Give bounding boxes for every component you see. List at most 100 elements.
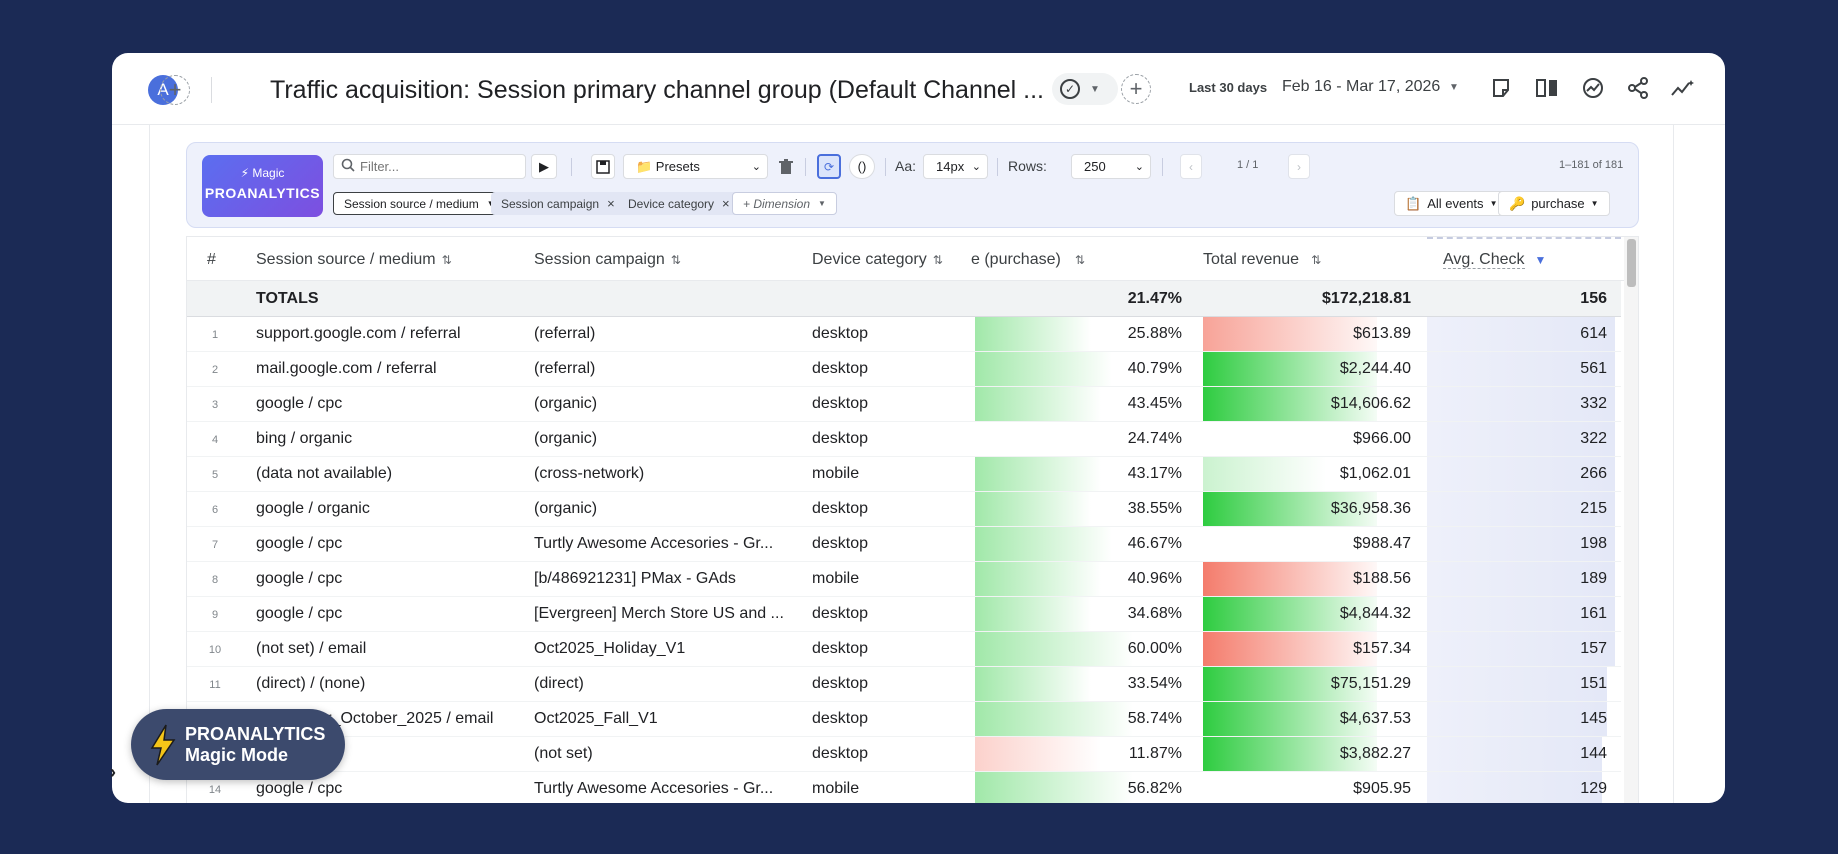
purchase-event-dropdown[interactable]: 🔑 purchase ▼: [1498, 191, 1610, 216]
remove-icon[interactable]: ×: [607, 196, 615, 211]
revenue-heat-bar: [1203, 737, 1378, 771]
date-caret-icon[interactable]: ▼: [1449, 82, 1459, 93]
badge-mode: Magic Mode: [185, 744, 289, 765]
trend-sparkle-icon[interactable]: [1668, 73, 1698, 103]
conversion-rate-heat-bar: [975, 702, 1133, 736]
sort-icon[interactable]: ⇅: [1074, 253, 1085, 267]
sort-icon[interactable]: ⇅: [932, 253, 943, 267]
column-header-avg-check[interactable]: Avg. Check ▼: [1443, 251, 1546, 269]
sort-icon[interactable]: ⇅: [441, 253, 452, 267]
avg-check-bar: [1427, 772, 1602, 803]
badge-brand: PROANALYTICS: [185, 723, 326, 744]
vertical-scrollbar[interactable]: [1624, 237, 1638, 803]
row-number: 4: [211, 434, 219, 446]
row-count: 1–181 of 181: [1559, 159, 1624, 171]
scrollbar-thumb[interactable]: [1627, 239, 1636, 287]
cell-conversion-rate: 58.74%: [1127, 710, 1182, 727]
row-number: 11: [209, 679, 221, 691]
share-icon[interactable]: [1623, 73, 1653, 103]
table-row[interactable]: 9 google / cpc [Evergreen] Merch Store US …: [187, 597, 1621, 632]
table-row[interactable]: 10 (not set) / email Oct2025_Holiday_V1 des…: [187, 632, 1621, 667]
cell-conversion-rate: 38.55%: [1127, 500, 1182, 517]
row-number: 8: [211, 574, 219, 586]
table-row[interactable]: 1 support.google.com / referral (referral)…: [187, 317, 1621, 352]
cell-campaign: (organic): [534, 395, 598, 412]
refresh-button[interactable]: ⟳: [817, 154, 841, 179]
run-filter-button[interactable]: ▶: [531, 154, 557, 179]
remove-icon[interactable]: ×: [722, 196, 730, 211]
compare-columns-icon[interactable]: [1532, 73, 1562, 103]
rows-select[interactable]: 250 ⌄: [1071, 154, 1151, 179]
table-row[interactable]: 5 (data not available) (cross-network) mobi…: [187, 457, 1621, 492]
column-header-campaign[interactable]: Session campaign ⇅: [534, 251, 681, 269]
font-size-select[interactable]: 14px ⌄: [923, 154, 988, 179]
table-row[interactable]: 14 google / cpc Turtly Awesome Accesories …: [187, 772, 1621, 803]
cell-device: desktop: [812, 745, 869, 762]
sort-desc-icon[interactable]: ▼: [1534, 253, 1547, 267]
cell-conversion-rate: 40.96%: [1127, 570, 1182, 587]
dimension-chip-device[interactable]: Device category ×: [618, 192, 740, 215]
filter-input[interactable]: [333, 154, 526, 179]
row-number: 2: [211, 364, 219, 376]
row-number: 10: [208, 644, 222, 656]
magic-proanalytics-button[interactable]: ⚡ Magic PROANALYTICS: [202, 155, 323, 217]
column-header-device[interactable]: Device category ⇅: [812, 251, 943, 269]
avg-check-bar: [1427, 597, 1616, 631]
add-comparison-button[interactable]: +: [160, 75, 190, 105]
table-row[interactable]: 4 bing / organic (organic) desktop 24.74% $96…: [187, 422, 1621, 457]
conversion-rate-heat-bar: [975, 317, 1091, 351]
cell-total-revenue: $1,062.01: [1339, 465, 1411, 482]
table-row[interactable]: 6 google / organic (organic) desktop 38.55% $…: [187, 492, 1621, 527]
row-number: 3: [211, 399, 219, 411]
chevron-down-icon: ⌄: [751, 161, 761, 173]
status-dropdown[interactable]: ✓ ▼: [1052, 73, 1118, 105]
revenue-heat-bar: [1203, 317, 1378, 351]
purchase-label: purchase: [1531, 196, 1585, 211]
cell-device: desktop: [812, 430, 869, 447]
cell-conversion-rate: 46.67%: [1127, 535, 1182, 552]
prev-page-button[interactable]: ‹: [1180, 154, 1202, 179]
cell-conversion-rate: 56.82%: [1127, 780, 1182, 797]
presets-select[interactable]: 📁 Presets ⌄: [623, 154, 768, 179]
table-row[interactable]: 2 mail.google.com / referral (referral) des…: [187, 352, 1621, 387]
paren-button[interactable]: (): [849, 154, 875, 179]
table-row[interactable]: 12Newsletter_October_2025 / emailOct2025…: [187, 702, 1621, 737]
date-range-picker[interactable]: Feb 16 - Mar 17, 2026: [1282, 78, 1441, 95]
insights-chart-icon[interactable]: [1578, 73, 1608, 103]
toolbar-divider: [885, 158, 886, 176]
table-row[interactable]: 7 google / cpc Turtly Awesome Accesories -…: [187, 527, 1621, 562]
avg-check-bar: [1427, 632, 1616, 666]
cell-source-medium: google / cpc: [256, 780, 343, 797]
revenue-heat-bar: [1203, 702, 1378, 736]
cell-total-revenue: $4,637.53: [1339, 710, 1411, 727]
column-header-source[interactable]: Session source / medium ⇅: [256, 251, 452, 269]
column-header-label: e (purchase): [971, 251, 1061, 268]
totals-rate: 21.47%: [1127, 290, 1182, 307]
column-header-total-revenue[interactable]: Total revenue ⇅: [1203, 251, 1321, 269]
delete-button[interactable]: [775, 154, 797, 179]
next-page-button[interactable]: ›: [1288, 154, 1310, 179]
cell-avg-check: 332: [1580, 395, 1607, 412]
proanalytics-magic-mode-badge[interactable]: PROANALYTICS Magic Mode: [131, 709, 345, 780]
column-header-conversion-rate[interactable]: e (purchase) ⇅: [971, 251, 1085, 269]
sort-icon[interactable]: ⇅: [1311, 253, 1322, 267]
cell-conversion-rate: 33.54%: [1127, 675, 1182, 692]
cell-source-medium: (direct) / (none): [256, 675, 366, 692]
dimension-chip-source-medium[interactable]: Session source / medium ▼: [333, 192, 506, 215]
table-row[interactable]: 13(not set)(not set)desktop11.87%$3,882.…: [187, 737, 1621, 772]
save-button[interactable]: [591, 154, 615, 179]
proanalytics-toolbar: ⚡ Magic PROANALYTICS ▶ 📁 Presets ⌄ ⟳ () …: [186, 142, 1639, 228]
add-button[interactable]: +: [1121, 74, 1151, 104]
add-dimension-button[interactable]: + Dimension ▼: [732, 192, 837, 215]
dimension-chip-campaign[interactable]: Session campaign ×: [491, 192, 625, 215]
avg-check-bar: [1427, 352, 1616, 386]
table-row[interactable]: 11 (direct) / (none) (direct) desktop 33.54%…: [187, 667, 1621, 702]
toolbar-divider: [1162, 158, 1163, 176]
cell-source-medium: google / cpc: [256, 535, 343, 552]
table-row[interactable]: 3 google / cpc (organic) desktop 43.45% $14,6…: [187, 387, 1621, 422]
all-events-dropdown[interactable]: 📋 All events ▼: [1394, 191, 1509, 216]
notes-icon[interactable]: [1486, 73, 1516, 103]
chevron-right-icon[interactable]: ›: [110, 762, 116, 782]
table-row[interactable]: 8 google / cpc [b/486921231] PMax - GAds mo…: [187, 562, 1621, 597]
sort-icon[interactable]: ⇅: [670, 253, 681, 267]
